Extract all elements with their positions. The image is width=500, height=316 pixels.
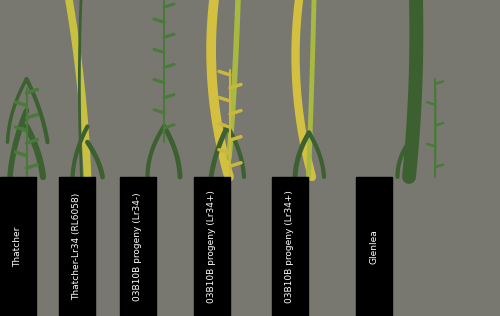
Bar xyxy=(0,177,36,316)
Bar xyxy=(120,177,156,316)
Bar xyxy=(272,177,308,316)
Text: Glenlea: Glenlea xyxy=(370,229,378,264)
Bar xyxy=(194,177,230,316)
Text: 03B10B progeny (Lr34+): 03B10B progeny (Lr34+) xyxy=(208,190,216,303)
Bar xyxy=(59,177,95,316)
Text: 03B10B progeny (Lr34-): 03B10B progeny (Lr34-) xyxy=(134,192,142,301)
Text: Thatcher: Thatcher xyxy=(14,226,22,267)
Text: 03B10B progeny (Lr34+): 03B10B progeny (Lr34+) xyxy=(285,190,294,303)
Bar xyxy=(356,177,392,316)
Text: Thatcher-Lr34 (RL6058): Thatcher-Lr34 (RL6058) xyxy=(72,193,82,300)
